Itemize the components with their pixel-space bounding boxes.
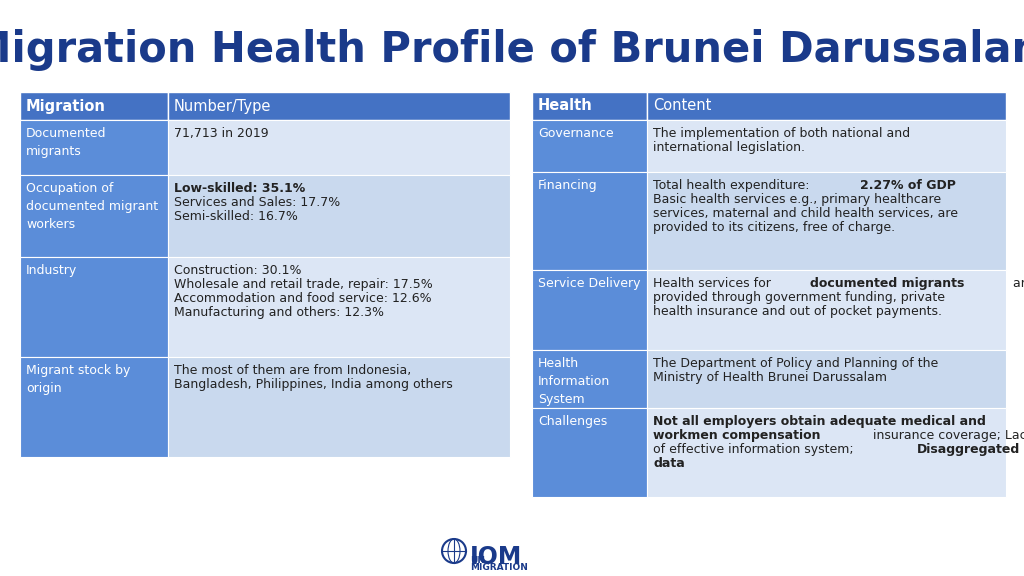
Bar <box>647 92 1006 120</box>
Text: documented migrants: documented migrants <box>810 277 965 290</box>
Bar <box>168 92 510 120</box>
Text: provided through government funding, private: provided through government funding, pri… <box>653 291 945 304</box>
Text: Basic health services e.g., primary healthcare: Basic health services e.g., primary heal… <box>653 193 941 206</box>
Text: Health
Information
System: Health Information System <box>538 357 610 406</box>
Text: The most of them are from Indonesia,: The most of them are from Indonesia, <box>174 364 412 377</box>
Text: IOM: IOM <box>470 545 522 569</box>
Text: Financing: Financing <box>538 179 598 192</box>
Text: are: are <box>1010 277 1024 290</box>
Bar <box>532 350 647 408</box>
Bar <box>168 175 510 257</box>
Text: Not all employers obtain adequate medical and: Not all employers obtain adequate medica… <box>653 415 986 428</box>
Text: Number/Type: Number/Type <box>174 98 271 113</box>
Text: Documented
migrants: Documented migrants <box>26 127 106 158</box>
Text: Bangladesh, Philippines, India among others: Bangladesh, Philippines, India among oth… <box>174 378 453 391</box>
Text: Manufacturing and others: 12.3%: Manufacturing and others: 12.3% <box>174 306 384 319</box>
Text: Wholesale and retail trade, repair: 17.5%: Wholesale and retail trade, repair: 17.5… <box>174 278 433 291</box>
Bar <box>647 408 1006 497</box>
Text: Health services for: Health services for <box>653 277 775 290</box>
Bar <box>532 172 647 270</box>
Text: Disaggregated: Disaggregated <box>918 443 1020 456</box>
Bar <box>532 408 647 497</box>
Text: provided to its citizens, free of charge.: provided to its citizens, free of charge… <box>653 221 895 234</box>
Text: Occupation of
documented migrant
workers: Occupation of documented migrant workers <box>26 182 158 231</box>
Bar <box>20 257 168 357</box>
Text: Service Delivery: Service Delivery <box>538 277 640 290</box>
Bar <box>20 357 168 457</box>
Bar <box>647 120 1006 172</box>
Text: of effective information system;: of effective information system; <box>653 443 858 456</box>
Bar <box>168 357 510 457</box>
Text: Ministry of Health Brunei Darussalam: Ministry of Health Brunei Darussalam <box>653 371 887 384</box>
Text: Health: Health <box>538 98 593 113</box>
Bar <box>647 270 1006 350</box>
Text: Low-skilled: 35.1%: Low-skilled: 35.1% <box>174 182 305 195</box>
Text: MIGRATION: MIGRATION <box>470 563 528 572</box>
Bar <box>647 350 1006 408</box>
Text: Content: Content <box>653 98 712 113</box>
Text: Total health expenditure:: Total health expenditure: <box>653 179 813 192</box>
Text: Governance: Governance <box>538 127 613 140</box>
Text: Construction: 30.1%: Construction: 30.1% <box>174 264 301 277</box>
Text: Migration: Migration <box>26 98 105 113</box>
Text: Semi-skilled: 16.7%: Semi-skilled: 16.7% <box>174 210 298 223</box>
Text: 71,713 in 2019: 71,713 in 2019 <box>174 127 268 140</box>
Text: international legislation.: international legislation. <box>653 141 805 154</box>
Bar <box>647 172 1006 270</box>
Text: UN: UN <box>470 556 485 565</box>
Text: Accommodation and food service: 12.6%: Accommodation and food service: 12.6% <box>174 292 432 305</box>
Text: Migrant stock by
origin: Migrant stock by origin <box>26 364 130 395</box>
Text: data: data <box>653 457 685 470</box>
Text: Migration Health Profile of Brunei Darussalam: Migration Health Profile of Brunei Darus… <box>0 29 1024 71</box>
Bar <box>168 257 510 357</box>
Text: Services and Sales: 17.7%: Services and Sales: 17.7% <box>174 196 340 209</box>
Bar <box>532 92 647 120</box>
Text: The implementation of both national and: The implementation of both national and <box>653 127 910 140</box>
Text: health insurance and out of pocket payments.: health insurance and out of pocket payme… <box>653 305 942 318</box>
Text: Challenges: Challenges <box>538 415 607 428</box>
Text: Industry: Industry <box>26 264 77 277</box>
Bar <box>532 120 647 172</box>
Text: 2.27% of GDP: 2.27% of GDP <box>860 179 956 192</box>
Text: insurance coverage; Lack: insurance coverage; Lack <box>869 429 1024 442</box>
Bar <box>20 175 168 257</box>
Text: The Department of Policy and Planning of the: The Department of Policy and Planning of… <box>653 357 938 370</box>
Bar <box>168 120 510 175</box>
Bar <box>20 92 168 120</box>
Bar <box>20 120 168 175</box>
Text: services, maternal and child health services, are: services, maternal and child health serv… <box>653 207 958 220</box>
Text: workmen compensation: workmen compensation <box>653 429 820 442</box>
Bar <box>532 270 647 350</box>
